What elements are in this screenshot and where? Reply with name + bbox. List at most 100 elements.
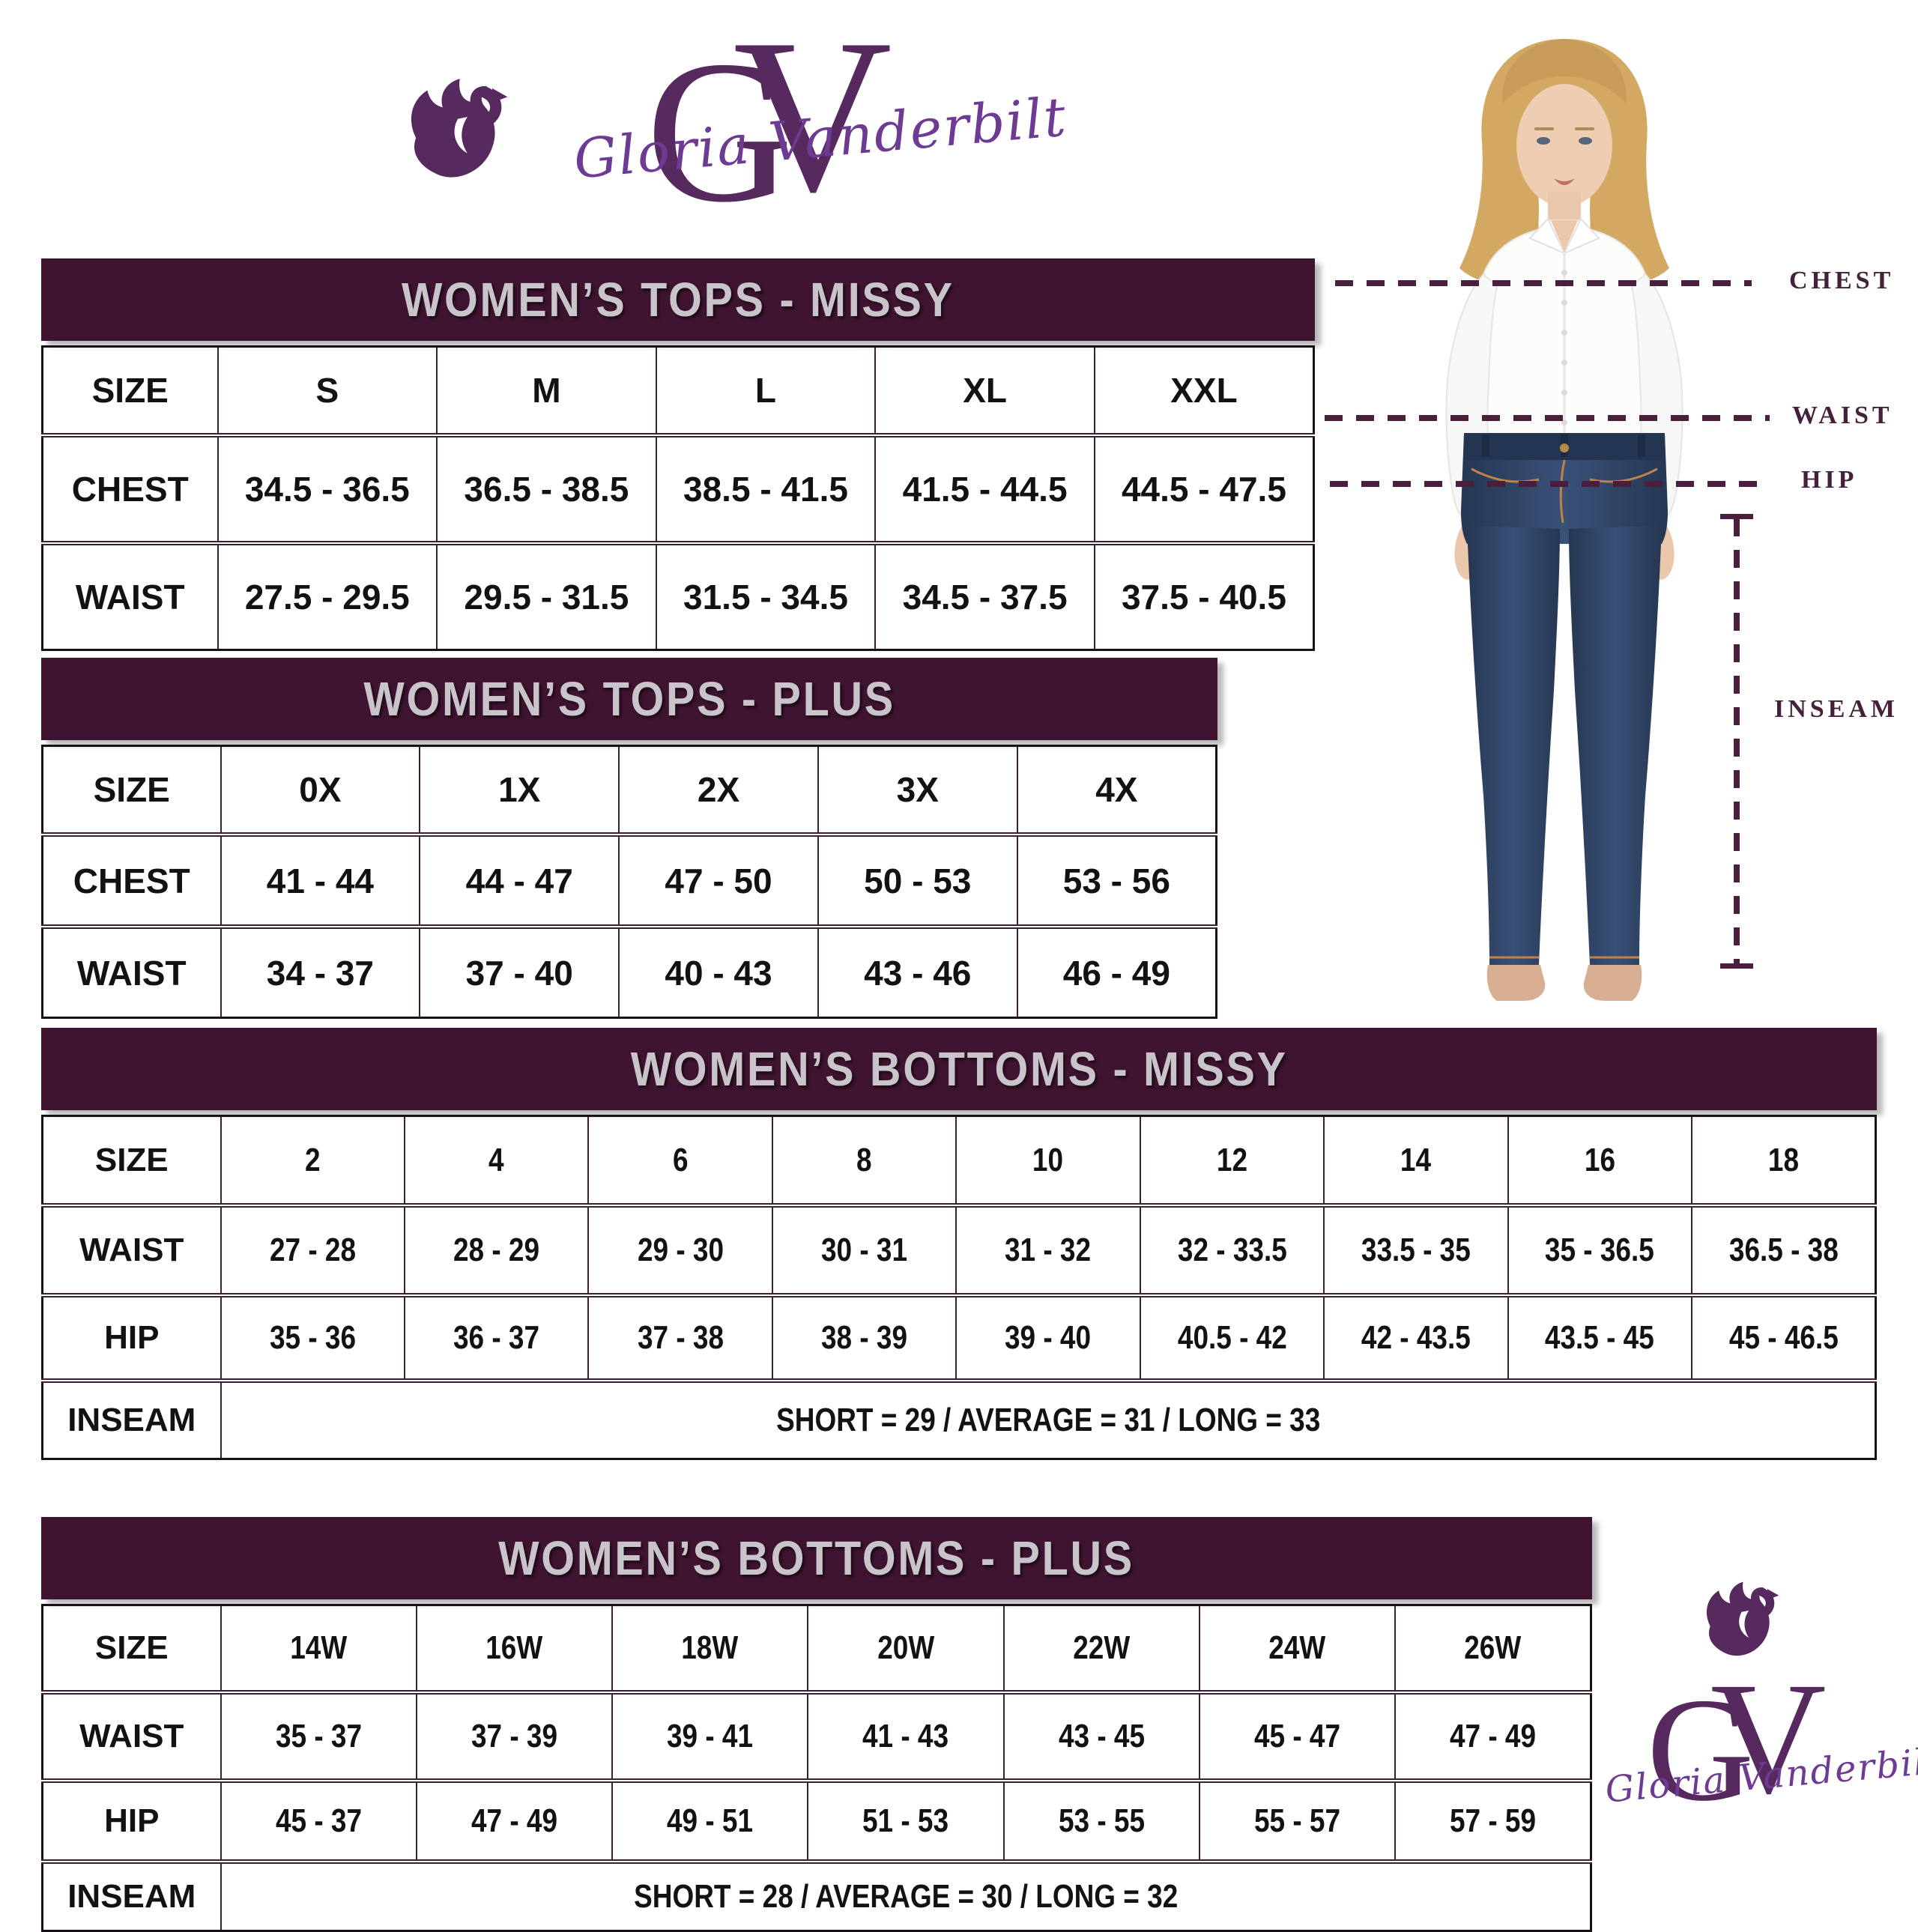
inseam-bottom-cap bbox=[1720, 963, 1753, 969]
monogram-letter-g: G bbox=[646, 19, 793, 244]
monogram-letter-g: G bbox=[1647, 1668, 1754, 1832]
table-row: WAIST 34 - 37 37 - 40 40 - 43 43 - 46 46… bbox=[42, 924, 1217, 1018]
table-womens-tops-missy: WOMEN’S TOPS - MISSY SIZE S M L XL XXL C… bbox=[41, 258, 1315, 651]
row-label-cell: WAIST bbox=[42, 1690, 221, 1781]
value-cell: 53 - 55 bbox=[1002, 1778, 1199, 1862]
size-table: SIZE S M L XL XXL CHEST 34.5 - 36.5 36.5… bbox=[41, 345, 1315, 651]
table-row: HIP 35 - 36 36 - 37 37 - 38 38 - 39 39 -… bbox=[42, 1293, 1876, 1381]
value-cell: 46 - 49 bbox=[1016, 924, 1217, 1018]
table-womens-bottoms-missy: WOMEN’S BOTTOMS - MISSY SIZE 2 4 6 8 10 … bbox=[41, 1028, 1877, 1460]
value-cell: 41 - 44 bbox=[220, 832, 420, 927]
value-cell: 43.5 - 45 bbox=[1507, 1293, 1692, 1381]
value-cell: 45 - 37 bbox=[220, 1778, 417, 1862]
size-cell: 8 bbox=[771, 1115, 957, 1205]
table-row: SIZE 2 4 6 8 10 12 14 16 18 bbox=[43, 1115, 1876, 1205]
table-womens-tops-plus: WOMEN’S TOPS - PLUS SIZE 0X 1X 2X 3X 4X … bbox=[41, 658, 1217, 1019]
value-cell: 47 - 49 bbox=[1394, 1690, 1591, 1781]
value-cell: 36.5 - 38 bbox=[1691, 1203, 1876, 1295]
table-row: SIZE 0X 1X 2X 3X 4X bbox=[43, 745, 1217, 835]
value-cell: 35 - 36 bbox=[220, 1293, 405, 1381]
row-label-cell: INSEAM bbox=[42, 1859, 221, 1931]
table-title: WOMEN’S BOTTOMS - PLUS bbox=[498, 1531, 1135, 1585]
value-cell: 37 - 40 bbox=[419, 924, 620, 1018]
waist-guide-line bbox=[1325, 415, 1770, 421]
gv-monogram: GV bbox=[1647, 1659, 1827, 1824]
chest-guide-line bbox=[1335, 280, 1752, 286]
row-label-cell: INSEAM bbox=[42, 1378, 221, 1459]
size-cell: S bbox=[217, 346, 438, 435]
chest-label: CHEST bbox=[1789, 267, 1895, 294]
value-cell: 31 - 32 bbox=[955, 1203, 1140, 1295]
table-row: WAIST 27 - 28 28 - 29 29 - 30 30 - 31 31… bbox=[42, 1203, 1876, 1295]
value-cell: 39 - 41 bbox=[611, 1690, 808, 1781]
value-cell: 33.5 - 35 bbox=[1323, 1203, 1508, 1295]
size-cell: 4X bbox=[1016, 745, 1217, 835]
size-cell: 2X bbox=[618, 745, 818, 835]
row-label-cell: WAIST bbox=[42, 924, 221, 1018]
gv-monogram: GV bbox=[646, 5, 892, 234]
table-row: HIP 45 - 37 47 - 49 49 - 51 51 - 53 53 -… bbox=[42, 1778, 1591, 1862]
size-cell: L bbox=[655, 346, 876, 435]
size-table: SIZE 0X 1X 2X 3X 4X CHEST 41 - 44 44 - 4… bbox=[41, 745, 1217, 1019]
swan-icon bbox=[411, 79, 508, 178]
value-cell: 39 - 40 bbox=[955, 1293, 1140, 1381]
value-cell: 28 - 29 bbox=[403, 1203, 589, 1295]
value-cell: 27.5 - 29.5 bbox=[217, 541, 438, 650]
value-cell: 37.5 - 40.5 bbox=[1093, 541, 1314, 650]
value-cell: 34.5 - 36.5 bbox=[217, 433, 438, 543]
value-cell: 30 - 31 bbox=[771, 1203, 957, 1295]
value-cell: 34 - 37 bbox=[220, 924, 420, 1018]
value-cell: 44 - 47 bbox=[419, 832, 620, 927]
row-label-cell: WAIST bbox=[42, 541, 218, 650]
inseam-value-cell: SHORT = 28 / AVERAGE = 30 / LONG = 32 bbox=[220, 1859, 1591, 1931]
size-cell: 4 bbox=[403, 1115, 589, 1205]
value-cell: 45 - 47 bbox=[1198, 1690, 1396, 1781]
swan-icon bbox=[1706, 1581, 1779, 1656]
value-cell: 43 - 46 bbox=[817, 924, 1017, 1018]
value-cell: 36 - 37 bbox=[403, 1293, 589, 1381]
table-title: WOMEN’S BOTTOMS - MISSY bbox=[630, 1042, 1288, 1096]
size-cell: 1X bbox=[419, 745, 620, 835]
model-photo-illustration bbox=[1445, 39, 1683, 1001]
table-row: WAIST 35 - 37 37 - 39 39 - 41 41 - 43 43… bbox=[42, 1690, 1591, 1781]
inseam-value-cell: SHORT = 29 / AVERAGE = 31 / LONG = 33 bbox=[220, 1378, 1876, 1459]
row-label-cell: HIP bbox=[42, 1778, 221, 1862]
value-cell: 49 - 51 bbox=[611, 1778, 808, 1862]
value-cell: 27 - 28 bbox=[220, 1203, 405, 1295]
size-cell: 2 bbox=[220, 1115, 405, 1205]
size-cell: 20W bbox=[807, 1605, 1004, 1692]
value-cell: 47 - 50 bbox=[618, 832, 818, 927]
size-cell: 16 bbox=[1507, 1115, 1692, 1205]
size-cell: 24W bbox=[1198, 1605, 1396, 1692]
table-title: WOMEN’S TOPS - MISSY bbox=[402, 273, 955, 327]
value-cell: 55 - 57 bbox=[1198, 1778, 1396, 1862]
size-cell: M bbox=[436, 346, 656, 435]
table-row: INSEAM SHORT = 29 / AVERAGE = 31 / LONG … bbox=[42, 1378, 1876, 1459]
value-cell: 35 - 36.5 bbox=[1507, 1203, 1692, 1295]
row-label-cell: SIZE bbox=[94, 1141, 169, 1178]
waist-label: WAIST bbox=[1792, 402, 1893, 429]
value-cell: 51 - 53 bbox=[807, 1778, 1004, 1862]
monogram-letter-v: V bbox=[1710, 1650, 1827, 1827]
inseam-guide-line bbox=[1734, 518, 1740, 963]
value-cell: 44.5 - 47.5 bbox=[1093, 433, 1314, 543]
row-label-cell: WAIST bbox=[42, 1203, 221, 1295]
table-row: SIZE S M L XL XXL bbox=[43, 346, 1314, 435]
value-cell: 29.5 - 31.5 bbox=[436, 541, 656, 650]
value-cell: 41 - 43 bbox=[807, 1690, 1004, 1781]
size-cell: 18W bbox=[611, 1605, 808, 1692]
size-cell: 10 bbox=[955, 1115, 1140, 1205]
table-title-bar: WOMEN’S TOPS - PLUS bbox=[41, 658, 1217, 740]
table-title: WOMEN’S TOPS - PLUS bbox=[363, 672, 895, 726]
value-cell: 38.5 - 41.5 bbox=[655, 433, 876, 543]
size-cell: 12 bbox=[1139, 1115, 1325, 1205]
table-title-bar: WOMEN’S BOTTOMS - MISSY bbox=[41, 1028, 1877, 1110]
value-cell: 43 - 45 bbox=[1002, 1690, 1199, 1781]
table-row: CHEST 34.5 - 36.5 36.5 - 38.5 38.5 - 41.… bbox=[42, 433, 1314, 543]
inseam-label: INSEAM bbox=[1774, 695, 1899, 723]
size-cell: 16W bbox=[415, 1605, 613, 1692]
table-row: CHEST 41 - 44 44 - 47 47 - 50 50 - 53 53… bbox=[42, 832, 1217, 927]
size-table: SIZE 2 4 6 8 10 12 14 16 18 WAIST 27 - 2… bbox=[41, 1115, 1877, 1460]
row-label-cell: SIZE bbox=[93, 770, 170, 809]
size-cell: XXL bbox=[1093, 346, 1314, 435]
